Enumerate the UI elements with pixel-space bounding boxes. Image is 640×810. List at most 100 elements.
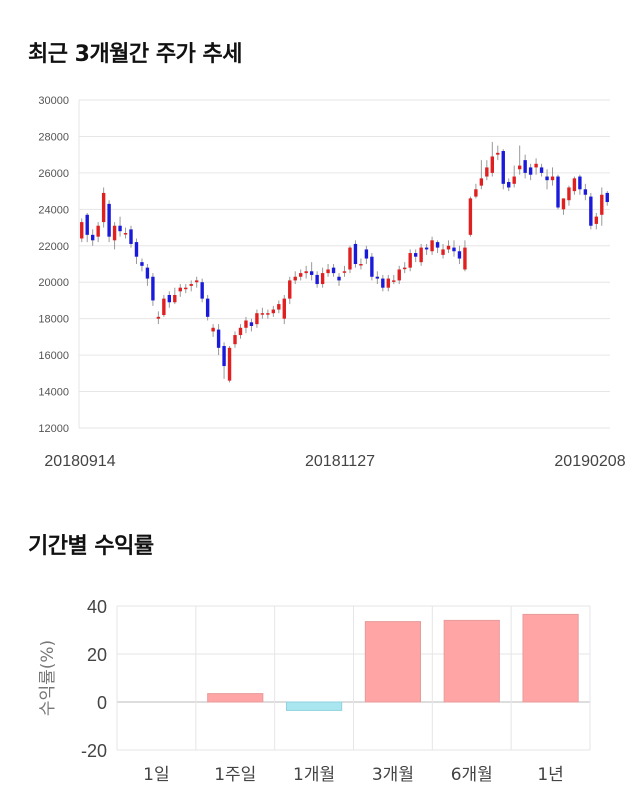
candle-down <box>331 267 336 274</box>
y-tick-label: 28000 <box>38 131 69 143</box>
category-label: 1개월 <box>293 765 335 785</box>
candle-down <box>501 151 505 184</box>
candle-up <box>572 178 577 192</box>
candle-down <box>424 247 429 250</box>
candle-up <box>233 335 237 345</box>
y-tick-label: 26000 <box>38 168 69 180</box>
candle-up <box>386 278 390 288</box>
candle-up <box>194 280 199 283</box>
candle-down <box>167 294 172 303</box>
candle-down <box>589 196 593 226</box>
candle-down <box>151 276 155 301</box>
category-label: 3개월 <box>372 765 414 785</box>
candle-down <box>134 242 139 257</box>
candle-down <box>539 167 544 173</box>
y-tick-label: 30000 <box>38 95 69 107</box>
candle-up <box>561 198 566 210</box>
candle-down <box>129 229 133 244</box>
candle-down <box>452 247 456 252</box>
candle-down <box>205 298 210 317</box>
candle-up <box>468 198 473 235</box>
candle-up <box>359 264 363 266</box>
return-bar <box>522 613 579 703</box>
candle-up <box>238 327 243 336</box>
candle-up <box>512 176 516 184</box>
price-trend-title: 최근 3개월간 주가 추세 <box>28 42 242 67</box>
candlestick-chart: 12000 14000 16000 18000 20000 22000 24000 26000… <box>38 95 625 470</box>
return-bar <box>443 619 500 703</box>
candle-up <box>288 280 292 299</box>
candle-down <box>118 225 122 232</box>
candle-up <box>96 225 100 237</box>
candle-down <box>315 274 319 285</box>
category-label: 1년 <box>537 765 563 785</box>
candle-up <box>211 327 215 332</box>
candle-up <box>342 271 347 273</box>
candle-down <box>528 167 533 175</box>
candle-up <box>600 194 604 215</box>
candle-up <box>299 273 303 277</box>
candle-up <box>156 316 161 319</box>
candle-down <box>107 203 111 237</box>
candle-up <box>184 287 188 290</box>
y-tick-label: 20000 <box>38 277 69 289</box>
candle-down <box>435 242 440 248</box>
y-tick-label: 24000 <box>38 204 69 216</box>
candle-up <box>80 222 84 239</box>
candle-down <box>145 267 150 279</box>
candle-up <box>255 313 259 325</box>
category-label: 6개월 <box>451 765 493 785</box>
y-tick-label: 12000 <box>38 423 69 435</box>
candle-up <box>260 313 265 315</box>
candle-up <box>441 249 445 255</box>
candle-up <box>348 247 352 270</box>
y-tick-label: 14000 <box>38 387 69 399</box>
candle-up <box>550 176 555 181</box>
candle-down <box>413 253 418 257</box>
category-label: 1일 <box>143 765 169 785</box>
candle-up <box>189 284 193 286</box>
candle-down <box>364 249 369 259</box>
candle-up <box>112 225 117 241</box>
candle-up <box>496 152 500 155</box>
candle-up <box>227 347 232 381</box>
candle-down <box>309 271 314 275</box>
y-tick-label: 40 <box>87 597 107 617</box>
y-tick-label: 0 <box>97 693 107 713</box>
candle-up <box>517 165 522 170</box>
y-tick-label: 20 <box>87 645 107 665</box>
candle-up <box>397 269 401 281</box>
return-bar <box>285 701 343 711</box>
candle-up <box>282 298 286 319</box>
candle-up <box>474 189 478 197</box>
candle-up <box>419 247 423 263</box>
candle-down <box>583 189 588 195</box>
candle-up <box>485 167 489 177</box>
candle-up <box>320 273 325 285</box>
candle-down <box>200 282 204 299</box>
candle-up <box>403 267 407 270</box>
y-axis-label: 수익률(%) <box>38 640 58 716</box>
y-tick-label: 22000 <box>38 241 69 253</box>
candle-down <box>85 214 89 235</box>
candle-down <box>605 192 609 203</box>
candle-down <box>556 176 560 208</box>
candle-up <box>123 233 128 235</box>
candle-up <box>304 271 308 274</box>
candle-down <box>216 329 221 348</box>
candle-down <box>90 234 95 241</box>
y-tick-label: 18000 <box>38 314 69 326</box>
candle-up <box>293 276 297 281</box>
candle-down <box>249 322 254 326</box>
candle-up <box>594 216 599 224</box>
candle-down <box>353 243 358 264</box>
x-tick-label: 20181127 <box>305 453 375 470</box>
candle-up <box>162 298 166 316</box>
candle-up <box>101 192 106 223</box>
period-return-title: 기간별 수익률 <box>28 534 154 559</box>
category-label: 1주일 <box>214 765 256 785</box>
candle-up <box>430 240 434 252</box>
candle-up <box>178 287 182 292</box>
candle-up <box>534 163 538 168</box>
candle-down <box>545 176 549 181</box>
